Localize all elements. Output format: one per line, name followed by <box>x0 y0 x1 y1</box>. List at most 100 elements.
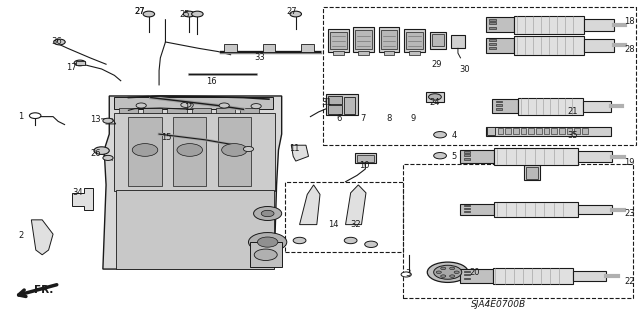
Text: 10: 10 <box>360 161 370 170</box>
Text: 21: 21 <box>567 108 577 116</box>
Bar <box>384 51 394 55</box>
Bar <box>328 105 342 114</box>
Bar <box>543 128 549 134</box>
Text: 32: 32 <box>350 220 360 229</box>
Circle shape <box>253 206 282 220</box>
Text: 34: 34 <box>72 188 83 197</box>
Bar <box>301 44 314 52</box>
Text: 20: 20 <box>469 268 480 277</box>
Text: 9: 9 <box>411 114 416 123</box>
Circle shape <box>180 102 191 108</box>
Text: 16: 16 <box>206 77 217 86</box>
Bar <box>486 127 611 136</box>
Bar <box>536 128 541 134</box>
Text: 27: 27 <box>134 7 145 16</box>
Bar <box>461 204 494 215</box>
Text: 12: 12 <box>184 103 195 112</box>
Bar <box>330 33 347 49</box>
Polygon shape <box>300 185 320 225</box>
Bar <box>489 22 495 24</box>
Bar <box>191 108 211 114</box>
Bar <box>406 33 423 49</box>
Circle shape <box>248 233 287 252</box>
Circle shape <box>221 144 247 156</box>
Circle shape <box>136 103 147 108</box>
Bar <box>119 108 138 114</box>
Bar <box>328 96 342 104</box>
Polygon shape <box>103 96 282 269</box>
Text: 6: 6 <box>337 114 342 123</box>
Polygon shape <box>346 185 366 225</box>
Polygon shape <box>72 188 93 210</box>
Text: 8: 8 <box>387 114 392 123</box>
Bar <box>464 208 470 209</box>
Text: 24: 24 <box>429 98 440 107</box>
Text: 31: 31 <box>321 98 332 107</box>
Bar <box>173 117 206 187</box>
Text: 33: 33 <box>254 53 265 62</box>
Bar <box>426 92 444 102</box>
Circle shape <box>344 237 357 244</box>
Bar <box>573 271 606 281</box>
Bar <box>524 165 540 180</box>
Circle shape <box>29 113 41 119</box>
Bar <box>410 51 420 55</box>
Bar <box>514 16 584 34</box>
Polygon shape <box>291 145 308 161</box>
Bar <box>129 117 162 187</box>
Bar <box>285 182 403 252</box>
Circle shape <box>450 267 455 270</box>
Bar <box>464 158 470 160</box>
Circle shape <box>434 131 447 138</box>
Circle shape <box>94 147 109 154</box>
Bar <box>464 278 470 279</box>
Text: 35: 35 <box>567 131 577 140</box>
Bar <box>451 35 465 48</box>
Text: SJA4E0700B: SJA4E0700B <box>471 300 526 309</box>
Bar <box>551 128 557 134</box>
Bar <box>379 27 399 51</box>
Bar <box>518 98 584 115</box>
Bar <box>584 19 614 31</box>
Bar <box>464 274 470 275</box>
Bar <box>464 211 470 212</box>
Bar <box>464 271 470 272</box>
Text: 18: 18 <box>625 17 635 26</box>
Text: 11: 11 <box>289 144 300 153</box>
Bar <box>115 114 275 191</box>
Bar <box>574 128 580 134</box>
Text: 27: 27 <box>134 7 145 16</box>
Circle shape <box>429 94 442 100</box>
Bar <box>357 155 374 162</box>
Text: 7: 7 <box>361 114 366 123</box>
Bar <box>353 27 374 51</box>
Bar <box>528 128 534 134</box>
Circle shape <box>290 11 301 17</box>
Bar <box>116 190 274 269</box>
Text: 23: 23 <box>625 209 635 218</box>
Bar <box>216 108 235 114</box>
Bar <box>333 51 344 55</box>
Circle shape <box>454 271 460 273</box>
Text: 17: 17 <box>66 63 76 72</box>
Bar <box>432 34 444 47</box>
Bar <box>492 99 518 114</box>
Bar <box>495 104 502 106</box>
Bar <box>489 39 495 41</box>
Bar <box>495 108 502 110</box>
Circle shape <box>450 275 455 278</box>
Bar <box>489 27 495 29</box>
Bar <box>486 38 514 53</box>
Bar <box>250 242 282 268</box>
Bar <box>577 151 612 162</box>
Bar <box>584 100 611 112</box>
Bar <box>559 128 564 134</box>
Text: 27: 27 <box>287 7 297 16</box>
Bar <box>520 128 526 134</box>
Circle shape <box>434 152 447 159</box>
Bar <box>262 44 275 52</box>
Circle shape <box>441 267 446 270</box>
Bar <box>344 97 355 114</box>
Bar <box>218 117 251 187</box>
Text: 14: 14 <box>328 220 339 229</box>
